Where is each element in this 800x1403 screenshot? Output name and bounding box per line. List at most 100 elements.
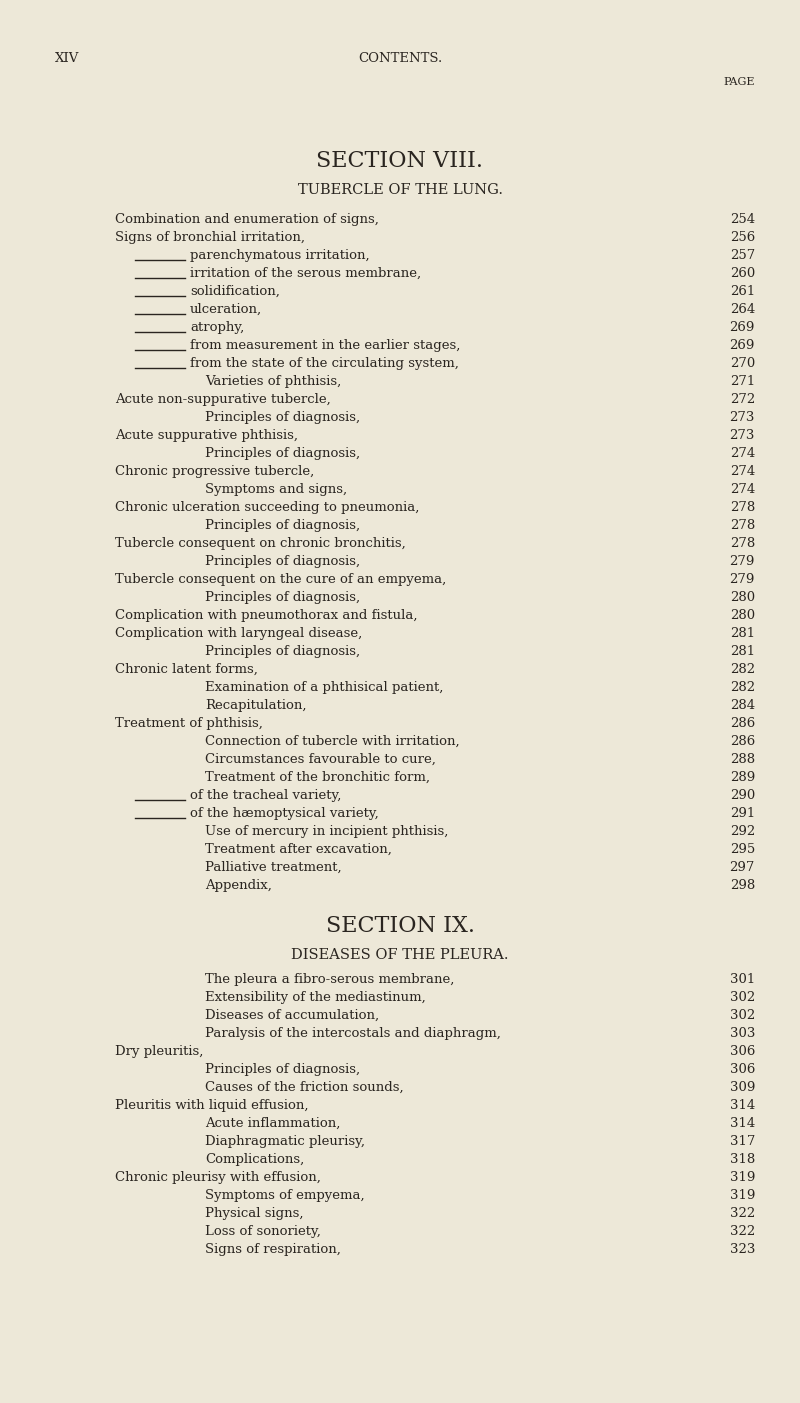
Text: 274: 274 [730,464,755,478]
Text: 302: 302 [730,1009,755,1021]
Text: Principles of diagnosis,: Principles of diagnosis, [205,519,360,532]
Text: 257: 257 [730,248,755,262]
Text: 323: 323 [730,1243,755,1256]
Text: The pleura a fibro-serous membrane,: The pleura a fibro-serous membrane, [205,974,454,986]
Text: Palliative treatment,: Palliative treatment, [205,861,342,874]
Text: Diaphragmatic pleurisy,: Diaphragmatic pleurisy, [205,1135,365,1148]
Text: Symptoms and signs,: Symptoms and signs, [205,483,347,497]
Text: 282: 282 [730,680,755,694]
Text: 282: 282 [730,664,755,676]
Text: from the state of the circulating system,: from the state of the circulating system… [190,356,459,370]
Text: 274: 274 [730,483,755,497]
Text: 306: 306 [730,1045,755,1058]
Text: Chronic pleurisy with effusion,: Chronic pleurisy with effusion, [115,1172,321,1184]
Text: from measurement in the earlier stages,: from measurement in the earlier stages, [190,340,460,352]
Text: Chronic ulceration succeeding to pneumonia,: Chronic ulceration succeeding to pneumon… [115,501,419,513]
Text: ulceration,: ulceration, [190,303,262,316]
Text: PAGE: PAGE [723,77,755,87]
Text: TUBERCLE OF THE LUNG.: TUBERCLE OF THE LUNG. [298,182,502,196]
Text: Treatment of the bronchitic form,: Treatment of the bronchitic form, [205,772,430,784]
Text: 306: 306 [730,1063,755,1076]
Text: 286: 286 [730,735,755,748]
Text: Diseases of accumulation,: Diseases of accumulation, [205,1009,379,1021]
Text: 273: 273 [730,429,755,442]
Text: 302: 302 [730,991,755,1005]
Text: 297: 297 [730,861,755,874]
Text: 292: 292 [730,825,755,838]
Text: Combination and enumeration of signs,: Combination and enumeration of signs, [115,213,379,226]
Text: 278: 278 [730,501,755,513]
Text: Recapitulation,: Recapitulation, [205,699,306,711]
Text: 256: 256 [730,231,755,244]
Text: 273: 273 [730,411,755,424]
Text: 318: 318 [730,1153,755,1166]
Text: 286: 286 [730,717,755,730]
Text: Pleuritis with liquid effusion,: Pleuritis with liquid effusion, [115,1099,309,1113]
Text: 271: 271 [730,375,755,389]
Text: Signs of bronchial irritation,: Signs of bronchial irritation, [115,231,305,244]
Text: 274: 274 [730,448,755,460]
Text: 254: 254 [730,213,755,226]
Text: 269: 269 [730,340,755,352]
Text: 309: 309 [730,1080,755,1094]
Text: 291: 291 [730,807,755,819]
Text: 280: 280 [730,591,755,605]
Text: Connection of tubercle with irritation,: Connection of tubercle with irritation, [205,735,460,748]
Text: DISEASES OF THE PLEURA.: DISEASES OF THE PLEURA. [291,948,509,962]
Text: Varieties of phthisis,: Varieties of phthisis, [205,375,342,389]
Text: 279: 279 [730,572,755,586]
Text: Appendix,: Appendix, [205,880,272,892]
Text: 322: 322 [730,1207,755,1221]
Text: 314: 314 [730,1099,755,1113]
Text: Complication with pneumothorax and fistula,: Complication with pneumothorax and fistu… [115,609,418,622]
Text: 278: 278 [730,519,755,532]
Text: 270: 270 [730,356,755,370]
Text: of the tracheal variety,: of the tracheal variety, [190,788,342,803]
Text: 288: 288 [730,753,755,766]
Text: 269: 269 [730,321,755,334]
Text: 284: 284 [730,699,755,711]
Text: 261: 261 [730,285,755,297]
Text: Dry pleuritis,: Dry pleuritis, [115,1045,203,1058]
Text: 322: 322 [730,1225,755,1237]
Text: SECTION IX.: SECTION IX. [326,915,474,937]
Text: Chronic latent forms,: Chronic latent forms, [115,664,258,676]
Text: 295: 295 [730,843,755,856]
Text: Extensibility of the mediastinum,: Extensibility of the mediastinum, [205,991,426,1005]
Text: parenchymatous irritation,: parenchymatous irritation, [190,248,370,262]
Text: 319: 319 [730,1172,755,1184]
Text: Principles of diagnosis,: Principles of diagnosis, [205,1063,360,1076]
Text: 298: 298 [730,880,755,892]
Text: Examination of a phthisical patient,: Examination of a phthisical patient, [205,680,443,694]
Text: Loss of sonoriety,: Loss of sonoriety, [205,1225,321,1237]
Text: 319: 319 [730,1188,755,1202]
Text: 272: 272 [730,393,755,405]
Text: SECTION VIII.: SECTION VIII. [317,150,483,173]
Text: 314: 314 [730,1117,755,1129]
Text: Principles of diagnosis,: Principles of diagnosis, [205,411,360,424]
Text: Use of mercury in incipient phthisis,: Use of mercury in incipient phthisis, [205,825,448,838]
Text: atrophy,: atrophy, [190,321,244,334]
Text: of the hæmoptysical variety,: of the hæmoptysical variety, [190,807,378,819]
Text: 289: 289 [730,772,755,784]
Text: 280: 280 [730,609,755,622]
Text: Complication with laryngeal disease,: Complication with laryngeal disease, [115,627,362,640]
Text: solidification,: solidification, [190,285,280,297]
Text: Acute non-suppurative tubercle,: Acute non-suppurative tubercle, [115,393,330,405]
Text: Tubercle consequent on chronic bronchitis,: Tubercle consequent on chronic bronchiti… [115,537,406,550]
Text: 281: 281 [730,627,755,640]
Text: Symptoms of empyema,: Symptoms of empyema, [205,1188,365,1202]
Text: 279: 279 [730,556,755,568]
Text: Principles of diagnosis,: Principles of diagnosis, [205,448,360,460]
Text: 281: 281 [730,645,755,658]
Text: 290: 290 [730,788,755,803]
Text: Tubercle consequent on the cure of an empyema,: Tubercle consequent on the cure of an em… [115,572,446,586]
Text: 301: 301 [730,974,755,986]
Text: irritation of the serous membrane,: irritation of the serous membrane, [190,267,421,281]
Text: Signs of respiration,: Signs of respiration, [205,1243,341,1256]
Text: Acute inflammation,: Acute inflammation, [205,1117,340,1129]
Text: 260: 260 [730,267,755,281]
Text: 303: 303 [730,1027,755,1040]
Text: Chronic progressive tubercle,: Chronic progressive tubercle, [115,464,314,478]
Text: Principles of diagnosis,: Principles of diagnosis, [205,556,360,568]
